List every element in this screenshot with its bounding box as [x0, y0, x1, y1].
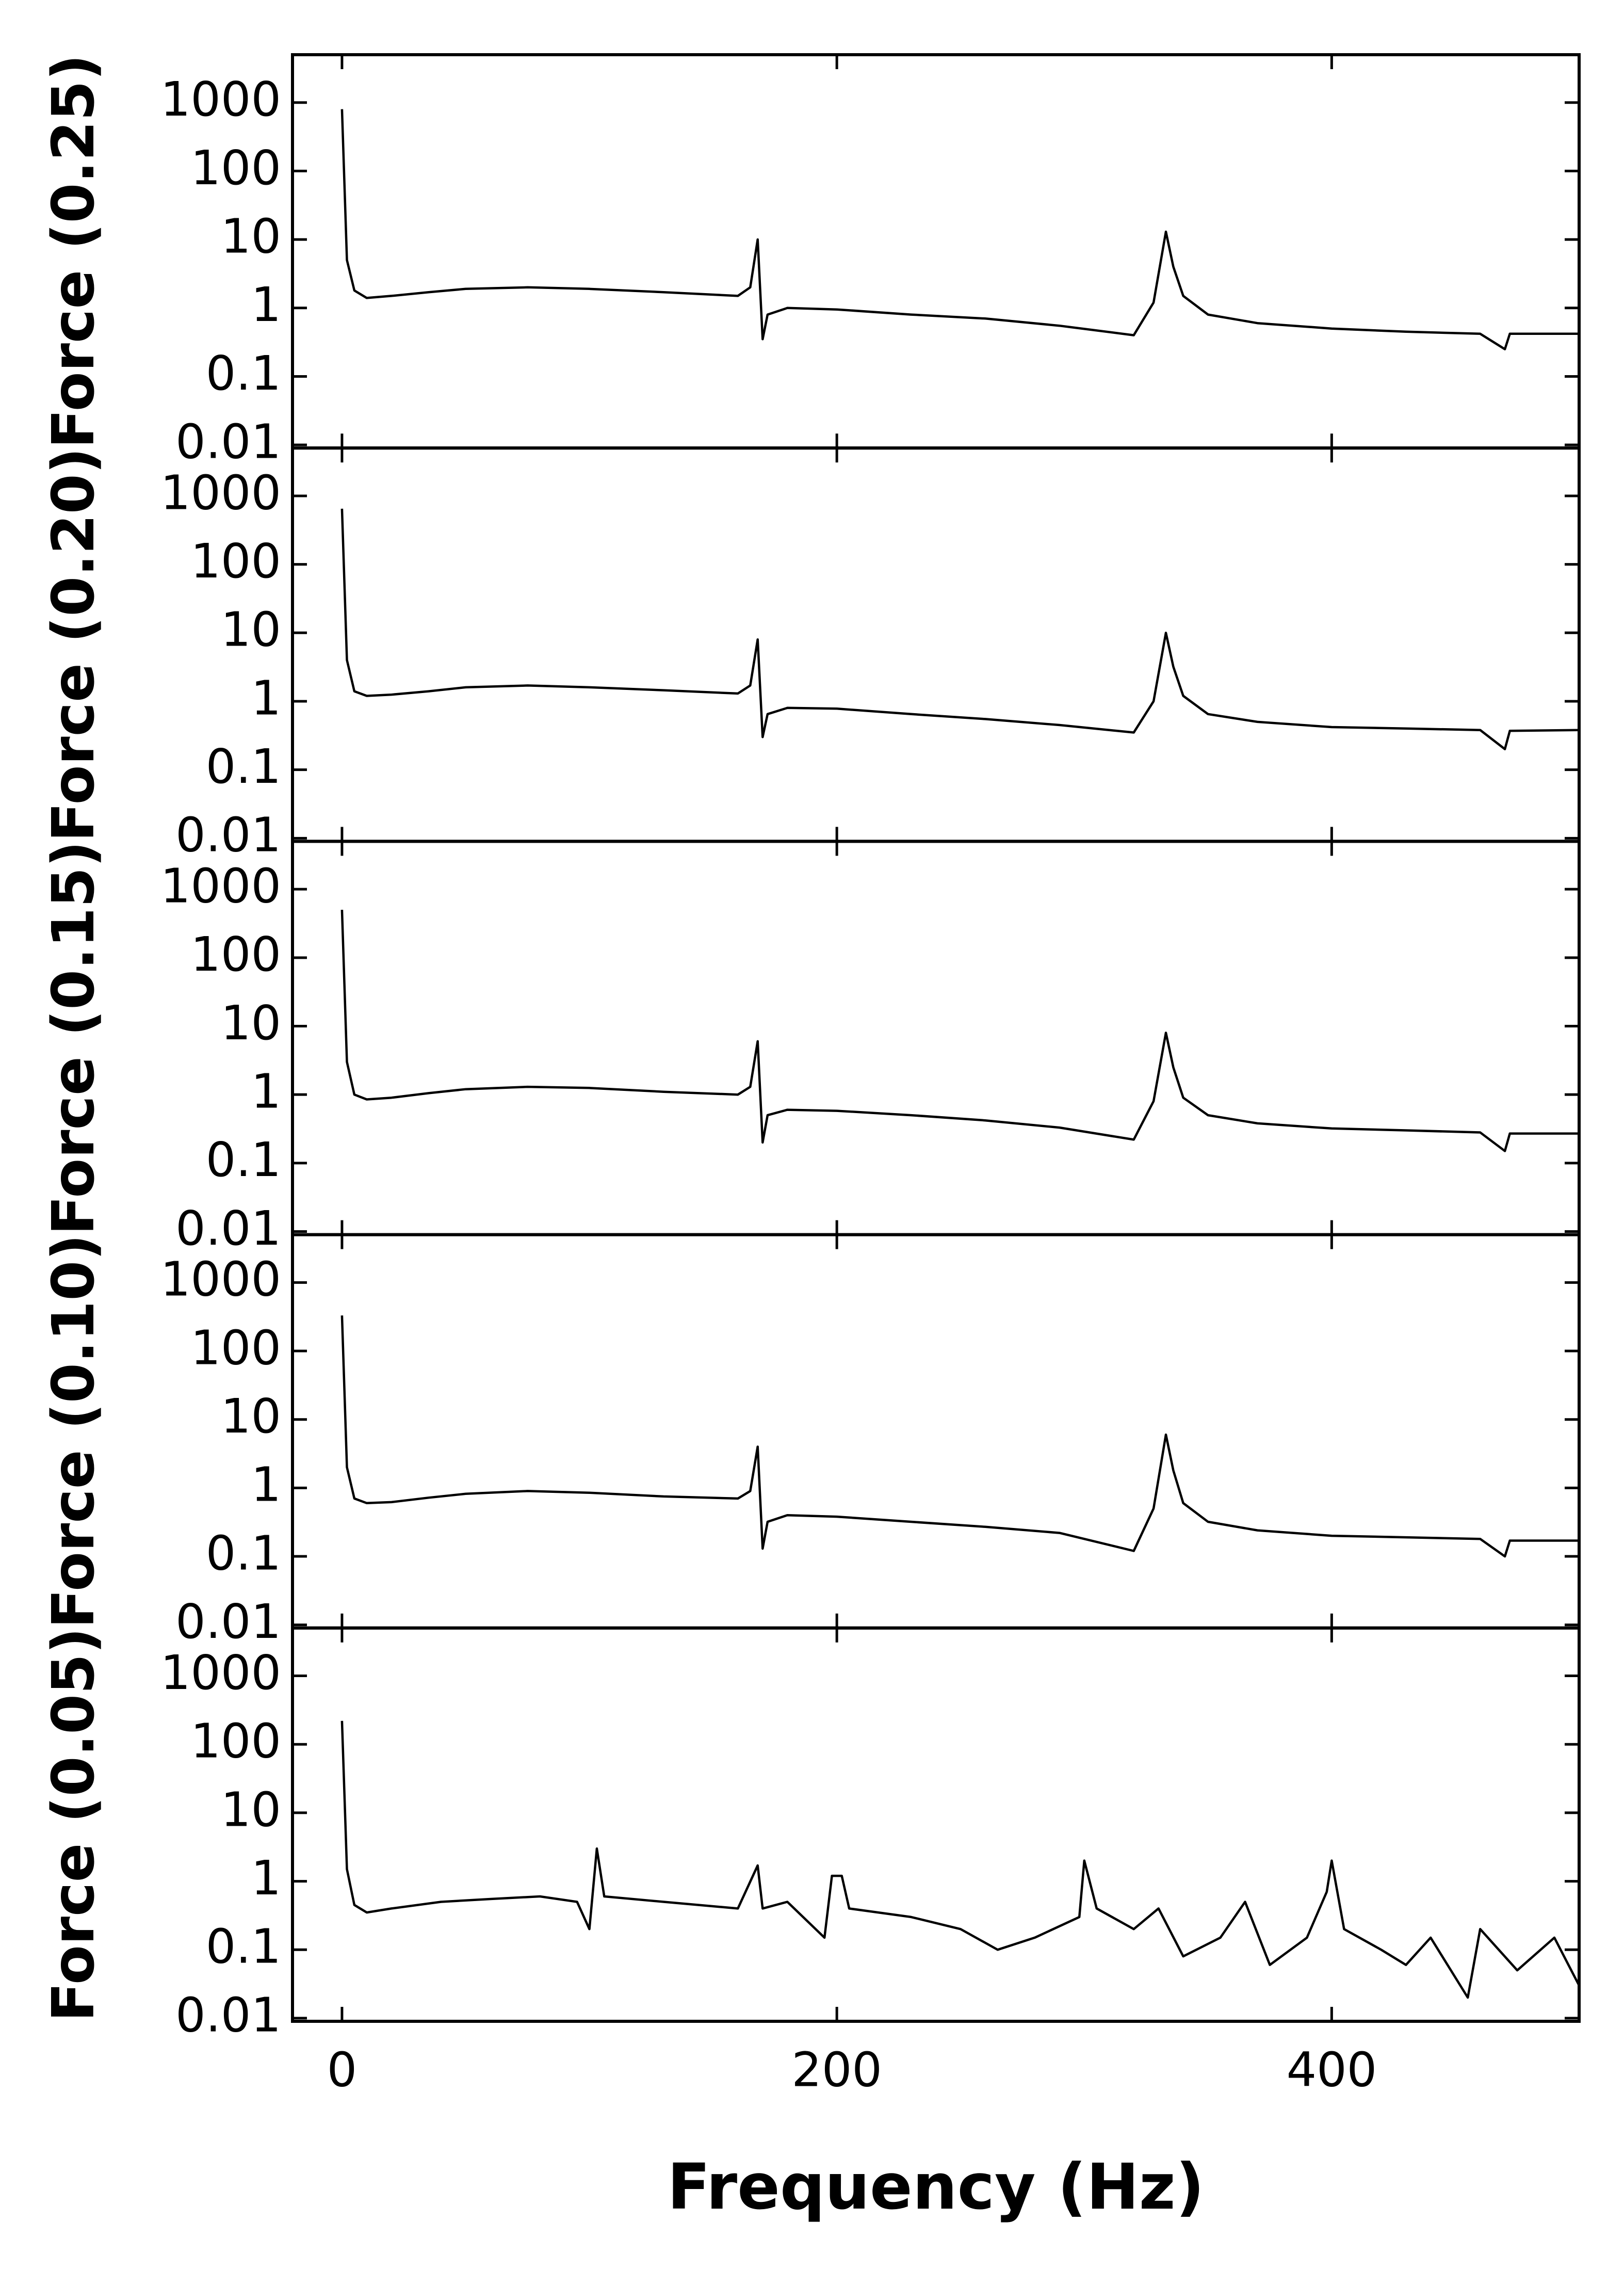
spectrum-line: [340, 508, 1580, 750]
y-tick-label: 1: [251, 670, 281, 726]
y-tick-label: 100: [190, 534, 281, 589]
y-tick-label: 1000: [160, 1252, 281, 1307]
y-tick-label: 1000: [160, 465, 281, 520]
x-tick-label: 200: [791, 2042, 882, 2097]
y-tick-label: 1000: [160, 1645, 281, 1700]
y-tick-label: 0.1: [206, 1525, 281, 1581]
y-tick-label: 0.1: [206, 1132, 281, 1187]
y-tick-label: 10: [221, 995, 281, 1051]
y-tick-label: 0.1: [206, 739, 281, 794]
y-tick-label: 0.01: [175, 1594, 281, 1649]
spectrum-line: [340, 1720, 1580, 1999]
y-axis-label: Force (0.10): [40, 1234, 107, 1629]
spectrum-line: [340, 109, 1579, 350]
y-tick-label: 1: [251, 277, 281, 332]
y-tick-label: 1: [251, 1850, 281, 1906]
y-axis-label: Force (0.20): [40, 447, 107, 842]
y-axis-label: Force (0.15): [40, 841, 107, 1235]
plot-frame: [291, 446, 1581, 843]
y-tick-label: 1000: [160, 859, 281, 914]
y-tick-label: 10: [221, 602, 281, 657]
y-tick-label: 0.1: [206, 1919, 281, 1974]
plot-frame: [291, 840, 1581, 1236]
x-tick-label: 400: [1287, 2042, 1377, 2097]
y-tick-label: 1: [251, 1064, 281, 1119]
y-tick-label: 10: [221, 208, 281, 264]
y-tick-label: 0.01: [175, 808, 281, 863]
y-tick-label: 100: [190, 1714, 281, 1769]
spectrum-line: [340, 1315, 1579, 1558]
y-tick-label: 0.1: [206, 346, 281, 401]
y-tick-label: 10: [221, 1782, 281, 1837]
plot-frame: [291, 1233, 1581, 1630]
y-tick-label: 1000: [160, 72, 281, 127]
x-tick-label: 0: [327, 2042, 358, 2097]
y-tick-label: 0.01: [175, 1201, 281, 1256]
y-tick-label: 0.01: [175, 1987, 281, 2042]
y-tick-label: 0.01: [175, 414, 281, 470]
y-axis-label: Force (0.25): [40, 54, 107, 448]
y-axis-label: Force (0.05): [40, 1628, 107, 2022]
spectrum-line: [340, 910, 1579, 1152]
y-tick-label: 100: [190, 927, 281, 982]
y-tick-label: 1: [251, 1457, 281, 1512]
y-tick-label: 100: [190, 140, 281, 196]
y-tick-label: 10: [221, 1389, 281, 1444]
x-axis-label: Frequency (Hz): [667, 2150, 1204, 2224]
plot-frame: [291, 1626, 1581, 2023]
y-tick-label: 100: [190, 1320, 281, 1375]
plot-frame: [291, 53, 1581, 450]
